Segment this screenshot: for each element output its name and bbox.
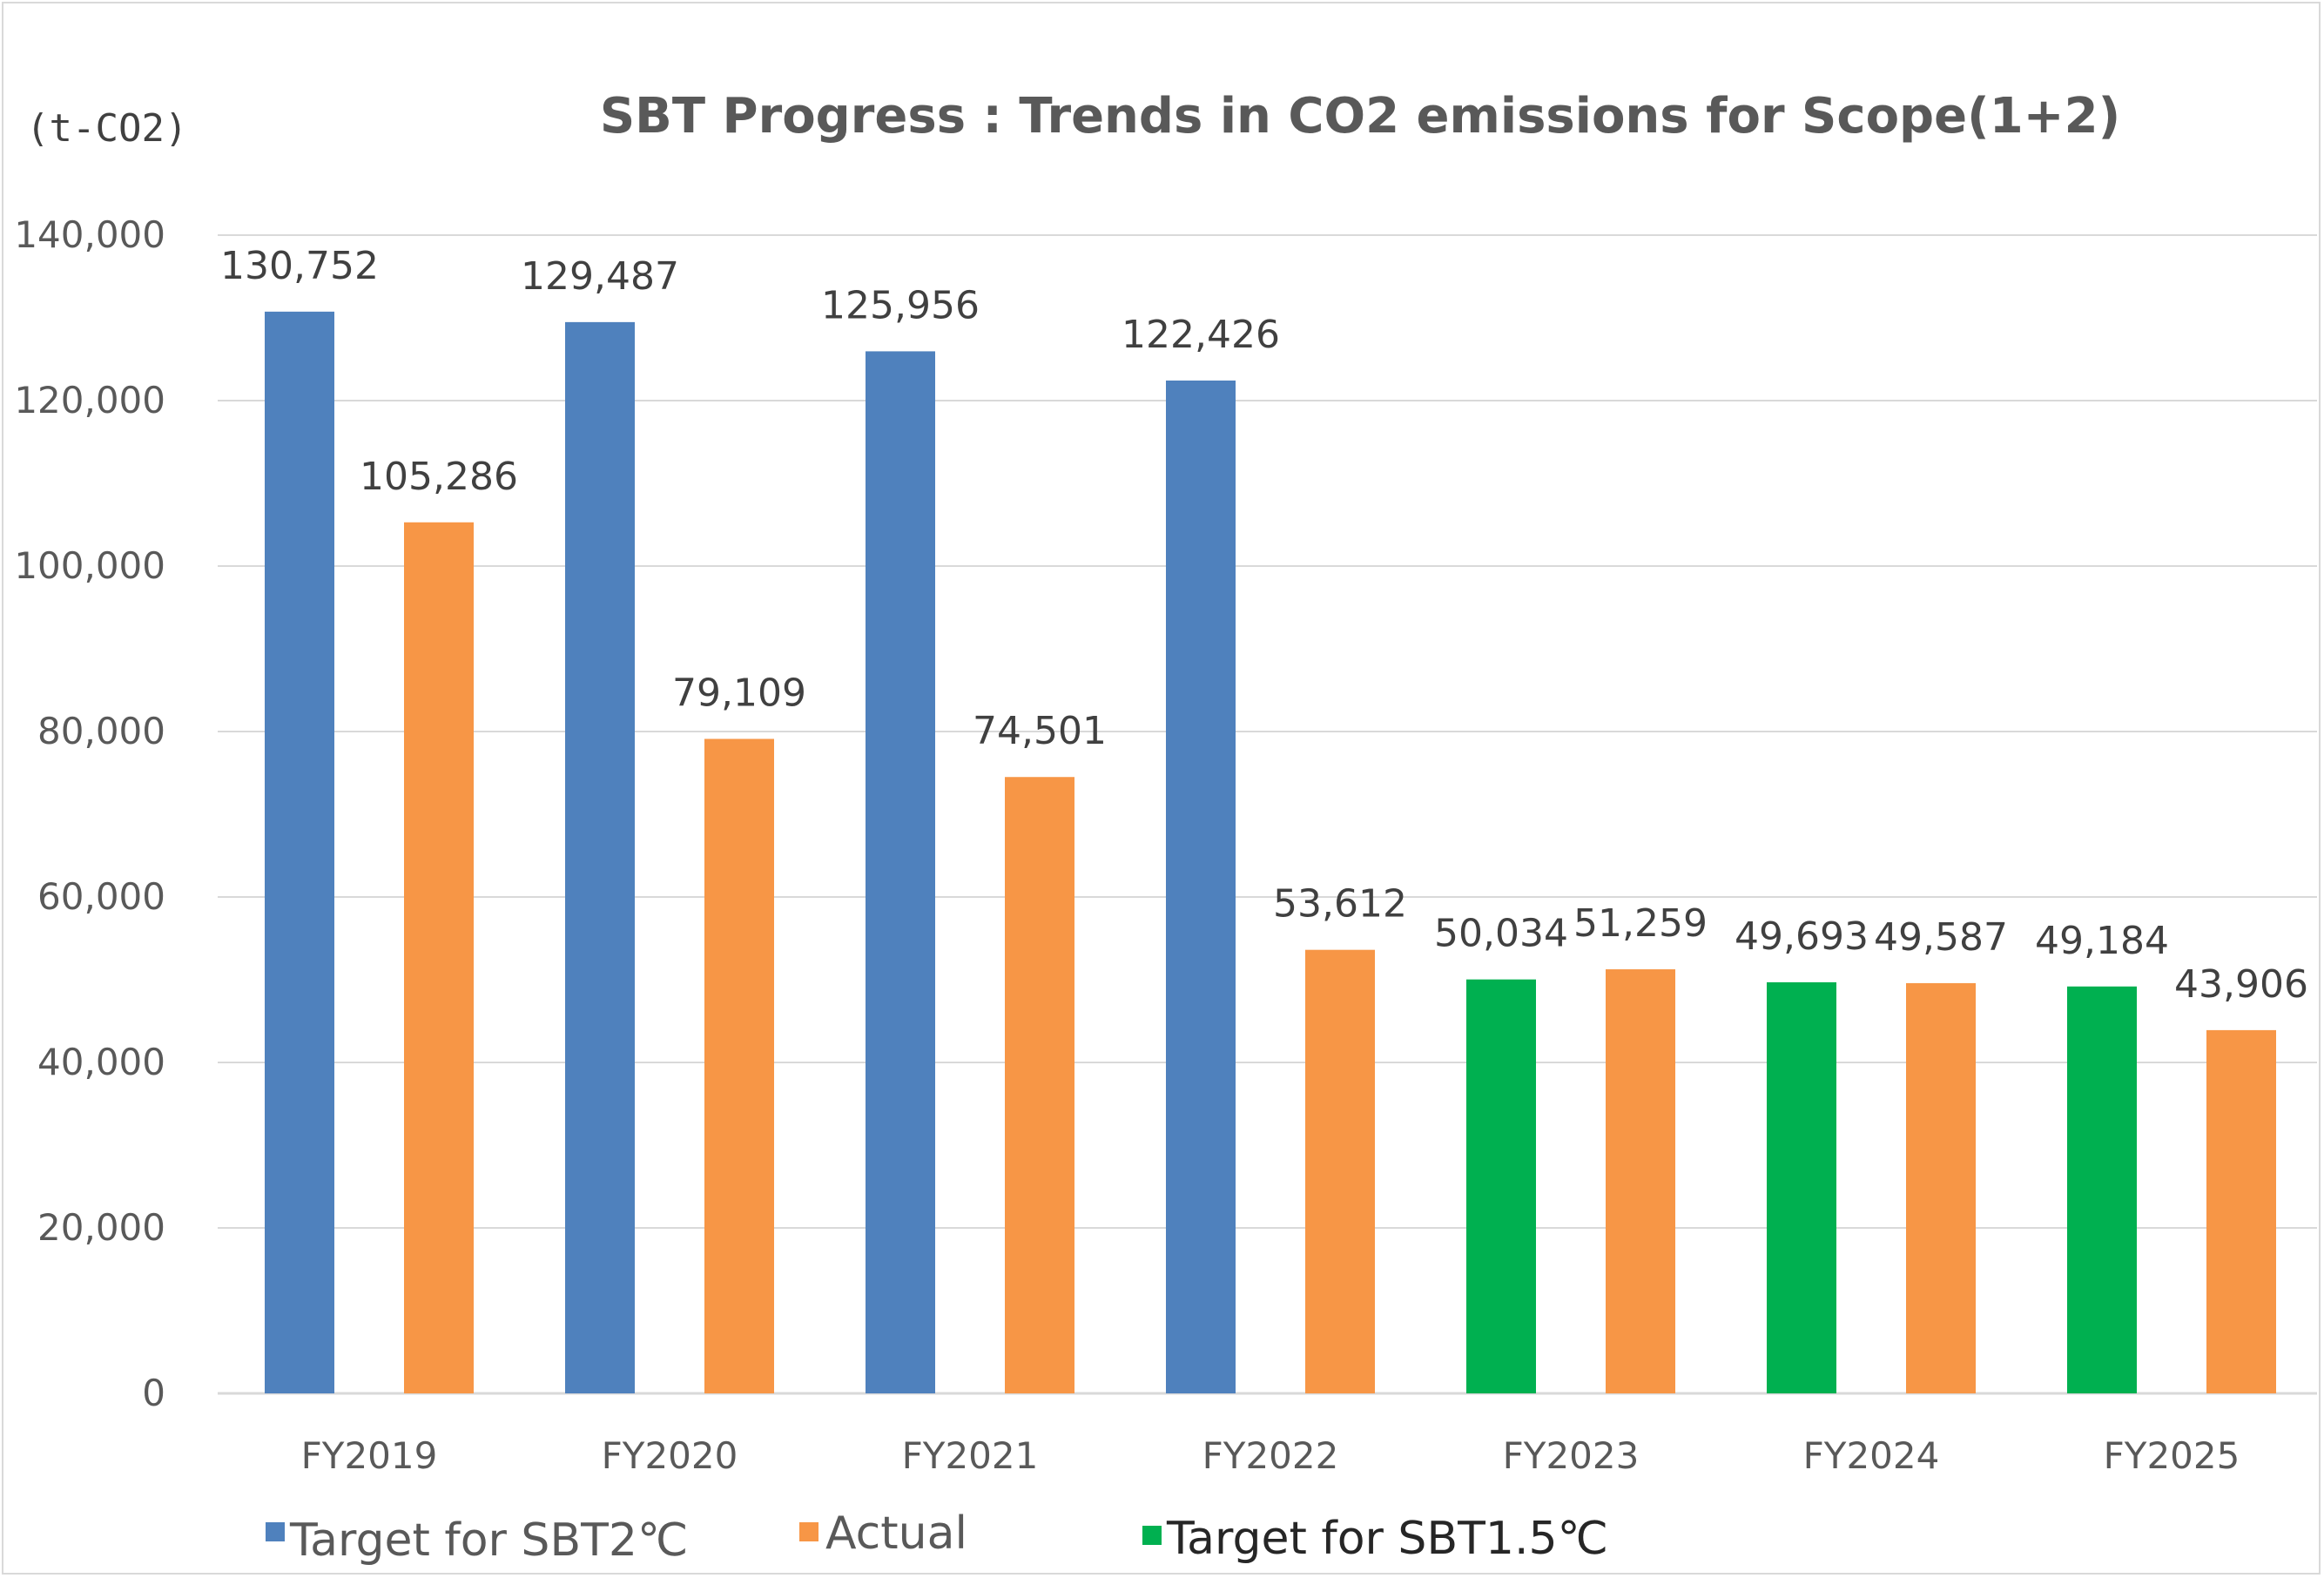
- bar: [265, 311, 334, 1394]
- data-label: 49,184: [2035, 919, 2169, 963]
- bar: [1906, 982, 1976, 1393]
- y-unit-label: (t-CO2): [26, 106, 187, 151]
- bar: [1005, 777, 1074, 1393]
- data-label: 79,109: [672, 671, 806, 715]
- y-tick-label: 100,000: [14, 544, 165, 587]
- data-label: 74,501: [973, 709, 1107, 753]
- data-label: 125,956: [821, 283, 980, 327]
- bar: [2206, 1029, 2276, 1393]
- data-label: 129,487: [521, 254, 679, 299]
- legend-label: Target for SBT2℃: [289, 1514, 688, 1567]
- y-tick-label: 120,000: [14, 379, 165, 421]
- x-tick-label: FY2021: [902, 1434, 1039, 1477]
- chart-title: SBT Progress : Trends in CO2 emissions f…: [600, 88, 2120, 145]
- data-label: 122,426: [1122, 313, 1280, 357]
- y-tick-label: 20,000: [37, 1206, 165, 1249]
- y-tick-label: 0: [142, 1372, 165, 1414]
- data-label: 49,587: [1874, 915, 2008, 960]
- x-axis-ticks: FY2019 FY2020 FY2021 FY2022 FY2023 FY2024 FY20…: [301, 1434, 2240, 1477]
- legend-swatch: [266, 1522, 285, 1541]
- bar: [1606, 969, 1675, 1393]
- y-tick-label: 40,000: [37, 1041, 165, 1083]
- legend-swatch: [799, 1522, 818, 1541]
- x-tick-label: FY2025: [2104, 1434, 2240, 1477]
- bars: [265, 311, 2276, 1394]
- bar: [1767, 981, 1836, 1393]
- bar: [565, 321, 635, 1393]
- data-label: 49,693: [1735, 914, 1869, 959]
- bar: [1466, 979, 1536, 1393]
- x-tick-label: FY2020: [602, 1434, 738, 1477]
- data-label: 130,752: [220, 244, 379, 288]
- y-axis-ticks: 0 20,000 40,000 60,000 80,000 100,000 120,000 1…: [14, 213, 165, 1414]
- bar: [404, 522, 474, 1393]
- data-labels: 130,752 105,286 129,487 79,109 125,956 74,501…: [220, 244, 2308, 1007]
- bar: [704, 738, 774, 1393]
- bar: [1166, 380, 1236, 1393]
- data-label: 53,612: [1273, 882, 1407, 927]
- bar: [1305, 949, 1375, 1393]
- y-tick-label: 80,000: [37, 710, 165, 752]
- bar: [866, 351, 935, 1394]
- data-label: 43,906: [2174, 962, 2308, 1007]
- x-tick-label: FY2023: [1503, 1434, 1640, 1477]
- y-tick-label: 140,000: [14, 213, 165, 256]
- data-label: 105,286: [360, 455, 518, 499]
- gridlines: [218, 234, 2317, 1395]
- data-label: 50,034: [1434, 912, 1568, 956]
- x-tick-label: FY2022: [1202, 1434, 1339, 1477]
- legend: Target for SBT2℃ Actual Target for SBT1.5℃: [266, 1507, 1608, 1567]
- x-tick-label: FY2019: [301, 1434, 438, 1477]
- legend-swatch: [1142, 1526, 1162, 1545]
- y-tick-label: 60,000: [37, 875, 165, 918]
- legend-label: Actual: [825, 1507, 967, 1560]
- bar: [2067, 986, 2137, 1393]
- data-label: 51,259: [1573, 901, 1708, 946]
- legend-label: Target for SBT1.5℃: [1166, 1513, 1608, 1565]
- x-tick-label: FY2024: [1803, 1434, 1940, 1477]
